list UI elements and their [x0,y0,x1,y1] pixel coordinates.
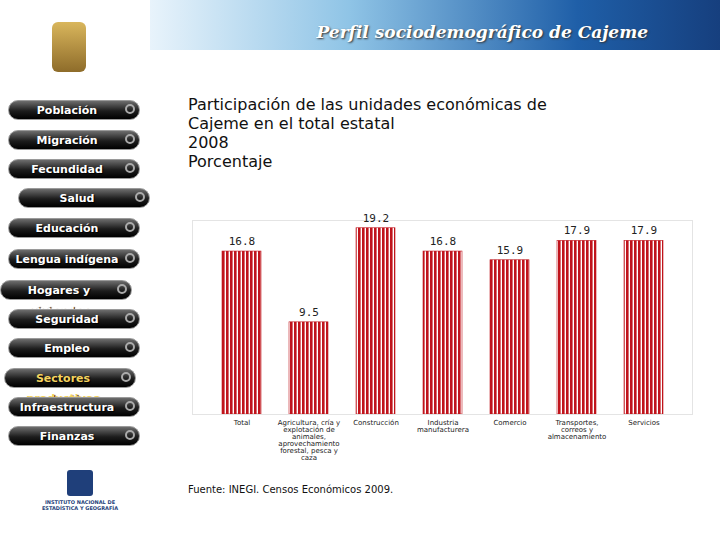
svg-text:Servicios: Servicios [628,419,660,427]
svg-text:19.2: 19.2 [363,212,390,225]
html-text:Participación de las unidades: Participación de las unidades económicas… [188,95,547,133]
svg-text:Construcción: Construcción [353,419,399,427]
html-text:Migración: Migración [36,134,98,147]
html-text:Población: Población [36,104,98,117]
svg-text:Transportes,correos yalmacenam: Transportes,correos yalmacenamiento [548,419,607,441]
html-text:Sectores productivos: Sectores productivos [26,372,100,405]
svg-text:Comercio: Comercio [493,419,526,427]
svg-text:17.9: 17.9 [631,224,658,237]
html-text:Infraestructura: Infraestructura [19,401,115,414]
html-text:INSTITUTO NACIONAL DE ESTADÍST: INSTITUTO NACIONAL DE ESTADÍSTICA Y GEOG… [41,499,119,511]
html-text:Hogares y viviendas: Hogares y viviendas [27,284,91,317]
svg-text:Industriamanufacturera: Industriamanufacturera [417,419,469,434]
html-text:Seguridad: Seguridad [35,313,99,326]
svg-text:17.9: 17.9 [564,224,591,237]
svg-text:16.8: 16.8 [430,235,457,248]
html-text:Salud: Salud [59,192,95,205]
html-text:Educación: Educación [35,222,99,235]
svg-text:Agricultura, cría yexplotación: Agricultura, cría yexplotación deanimale… [278,419,340,462]
svg-text:15.9: 15.9 [497,244,524,257]
html-text:Empleo: Empleo [44,342,90,355]
html-text:Fecundidad: Fecundidad [31,163,103,176]
html-text:Porcentaje: Porcentaje [188,152,273,171]
html-text:Perfil sociodemográfico de Caj: Perfil sociodemográfico de Cajeme [316,22,648,42]
svg-text:Total: Total [233,419,250,427]
html-text:2008: 2008 [188,133,229,152]
html-text:Finanzas: Finanzas [39,430,95,443]
html-text:Lengua indígena: Lengua indígena [15,253,119,266]
svg-text:16.8: 16.8 [229,235,256,248]
svg-text:9.5: 9.5 [299,306,319,319]
html-text:Fuente: INEGI. Censos Económic: Fuente: INEGI. Censos Económicos 2009. [188,484,394,495]
